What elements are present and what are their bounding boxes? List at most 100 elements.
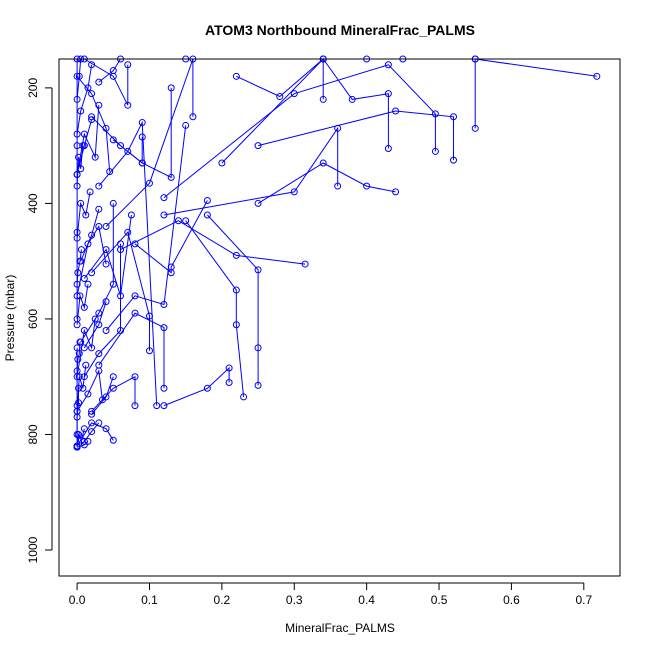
data-point	[91, 153, 99, 161]
data-point	[95, 350, 103, 358]
data-point	[203, 211, 211, 219]
data-point	[102, 393, 110, 401]
series-line	[163, 64, 436, 198]
data-point	[290, 188, 298, 196]
data-point	[95, 101, 103, 109]
y-axis-label: Pressure (mbar)	[3, 275, 17, 362]
data-point	[160, 194, 168, 202]
data-point	[109, 136, 117, 144]
data-point	[73, 228, 81, 236]
data-point	[73, 315, 81, 323]
data-point	[80, 142, 88, 150]
data-series	[160, 61, 439, 202]
plot-frame	[58, 58, 621, 577]
data-point	[95, 78, 103, 86]
data-series	[73, 223, 110, 300]
data-point	[160, 402, 168, 410]
series-line	[207, 214, 259, 386]
data-series	[254, 107, 458, 164]
data-point	[95, 205, 103, 213]
data-point	[131, 240, 139, 248]
data-point	[254, 199, 262, 207]
data-point	[174, 217, 182, 225]
data-point	[131, 309, 139, 317]
data-point	[167, 173, 175, 181]
data-series	[80, 298, 110, 352]
series-line	[91, 231, 150, 351]
data-point	[80, 441, 88, 449]
data-point	[80, 326, 88, 334]
x-tick-label: 0.6	[503, 593, 520, 607]
data-point	[124, 101, 132, 109]
data-series	[73, 116, 96, 179]
data-point	[80, 275, 88, 283]
data-point	[334, 182, 342, 190]
data-point	[254, 142, 262, 150]
data-series	[80, 240, 125, 381]
series-line	[98, 58, 121, 83]
series-line	[91, 376, 114, 415]
data-point	[431, 147, 439, 155]
data-series	[203, 211, 262, 389]
data-point	[450, 113, 458, 121]
data-point	[160, 211, 168, 219]
data-point	[109, 280, 117, 288]
data-series	[182, 217, 248, 401]
data-point	[254, 344, 262, 352]
data-point	[290, 90, 298, 98]
data-point	[450, 156, 458, 164]
data-point	[77, 165, 85, 173]
data-series	[73, 101, 103, 179]
data-point	[124, 147, 132, 155]
data-point	[131, 373, 139, 381]
data-point	[301, 260, 309, 268]
data-point	[76, 338, 84, 346]
data-series	[77, 205, 103, 265]
data-point	[73, 344, 81, 352]
data-series	[254, 159, 400, 207]
data-point	[145, 347, 153, 355]
data-point	[102, 326, 110, 334]
data-series	[95, 119, 161, 410]
data-point	[160, 324, 168, 332]
data-point	[348, 95, 356, 103]
data-point	[232, 72, 240, 80]
data-point	[254, 381, 262, 389]
x-axis: 0.0 0.1 0.2 0.3 0.4 0.5 0.6 0.7	[69, 582, 592, 607]
series-line	[76, 284, 89, 325]
series-line	[98, 120, 158, 406]
data-point	[88, 90, 96, 98]
y-tick-label: 800	[26, 424, 40, 444]
data-point	[392, 188, 400, 196]
data-point	[145, 312, 153, 320]
data-point	[131, 402, 139, 410]
data-point	[75, 384, 83, 392]
data-point	[79, 384, 87, 392]
data-point	[95, 182, 103, 190]
y-tick-label: 1000	[26, 536, 40, 563]
x-tick-label: 0.7	[575, 593, 592, 607]
data-point	[77, 107, 85, 115]
data-point	[95, 419, 103, 427]
series-line	[76, 191, 91, 239]
x-tick-label: 0.3	[286, 593, 303, 607]
data-point	[593, 72, 601, 80]
data-point	[109, 384, 117, 392]
data-point	[117, 326, 125, 334]
data-point	[73, 402, 81, 410]
data-point	[95, 309, 103, 317]
data-point	[225, 378, 233, 386]
data-point	[109, 67, 117, 75]
data-point	[363, 182, 371, 190]
data-point	[117, 240, 125, 248]
data-point	[73, 142, 81, 150]
data-point	[88, 231, 96, 239]
x-tick-label: 0.2	[214, 593, 231, 607]
series-line	[257, 110, 454, 161]
series-line	[163, 126, 339, 216]
data-point	[203, 197, 211, 205]
data-point	[75, 373, 83, 381]
series-line	[163, 366, 230, 407]
series-line	[76, 225, 107, 296]
